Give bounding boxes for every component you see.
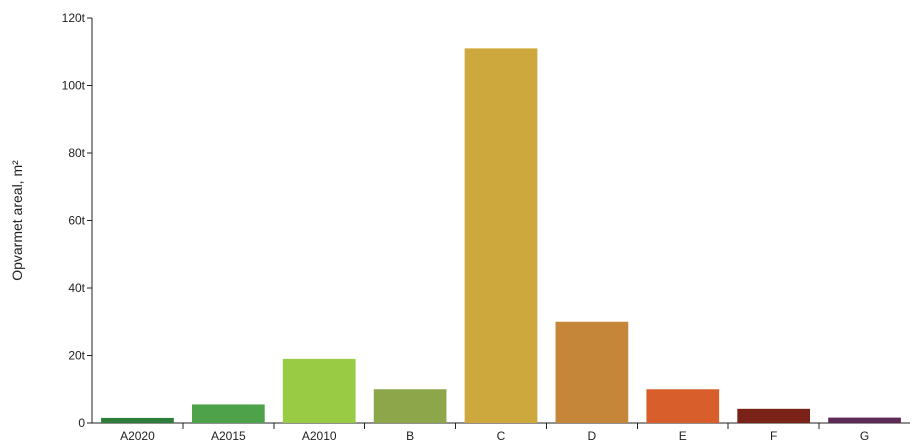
x-tick-label: A2015 (211, 429, 246, 443)
y-axis-title: Opvarmet areal, m² (9, 160, 25, 281)
y-tick-label: 120t (62, 11, 86, 25)
bar-a2020 (101, 417, 174, 423)
bar-b (373, 389, 447, 423)
x-tick-label: C (497, 429, 506, 443)
y-tick-label: 20t (68, 349, 85, 363)
y-tick-label: 100t (62, 79, 86, 93)
x-tick-label: A2020 (120, 429, 155, 443)
x-tick-label: D (588, 429, 597, 443)
y-tick-label: 80t (68, 146, 85, 160)
bars-group (101, 48, 901, 423)
bar-e (646, 389, 720, 423)
bar-a2015 (191, 404, 265, 423)
y-tick-label: 40t (68, 281, 85, 295)
bar-c (464, 48, 538, 423)
y-tick-label: 60t (68, 214, 85, 228)
x-tick-label: A2010 (302, 429, 337, 443)
x-tick-label: B (406, 429, 414, 443)
y-tick-label: 0 (78, 416, 85, 430)
y-axis: 0 20t 40t 60t 80t 100t 120t (62, 11, 93, 430)
x-axis: A2020 A2015 A2010 B C D E F G (92, 422, 910, 443)
x-tick-label: G (860, 429, 869, 443)
bar-d (555, 321, 629, 423)
bar-a2010 (282, 358, 356, 423)
bar-g (828, 417, 901, 423)
bar-f (737, 408, 811, 423)
x-tick-label: F (770, 429, 777, 443)
x-tick-label: E (679, 429, 687, 443)
